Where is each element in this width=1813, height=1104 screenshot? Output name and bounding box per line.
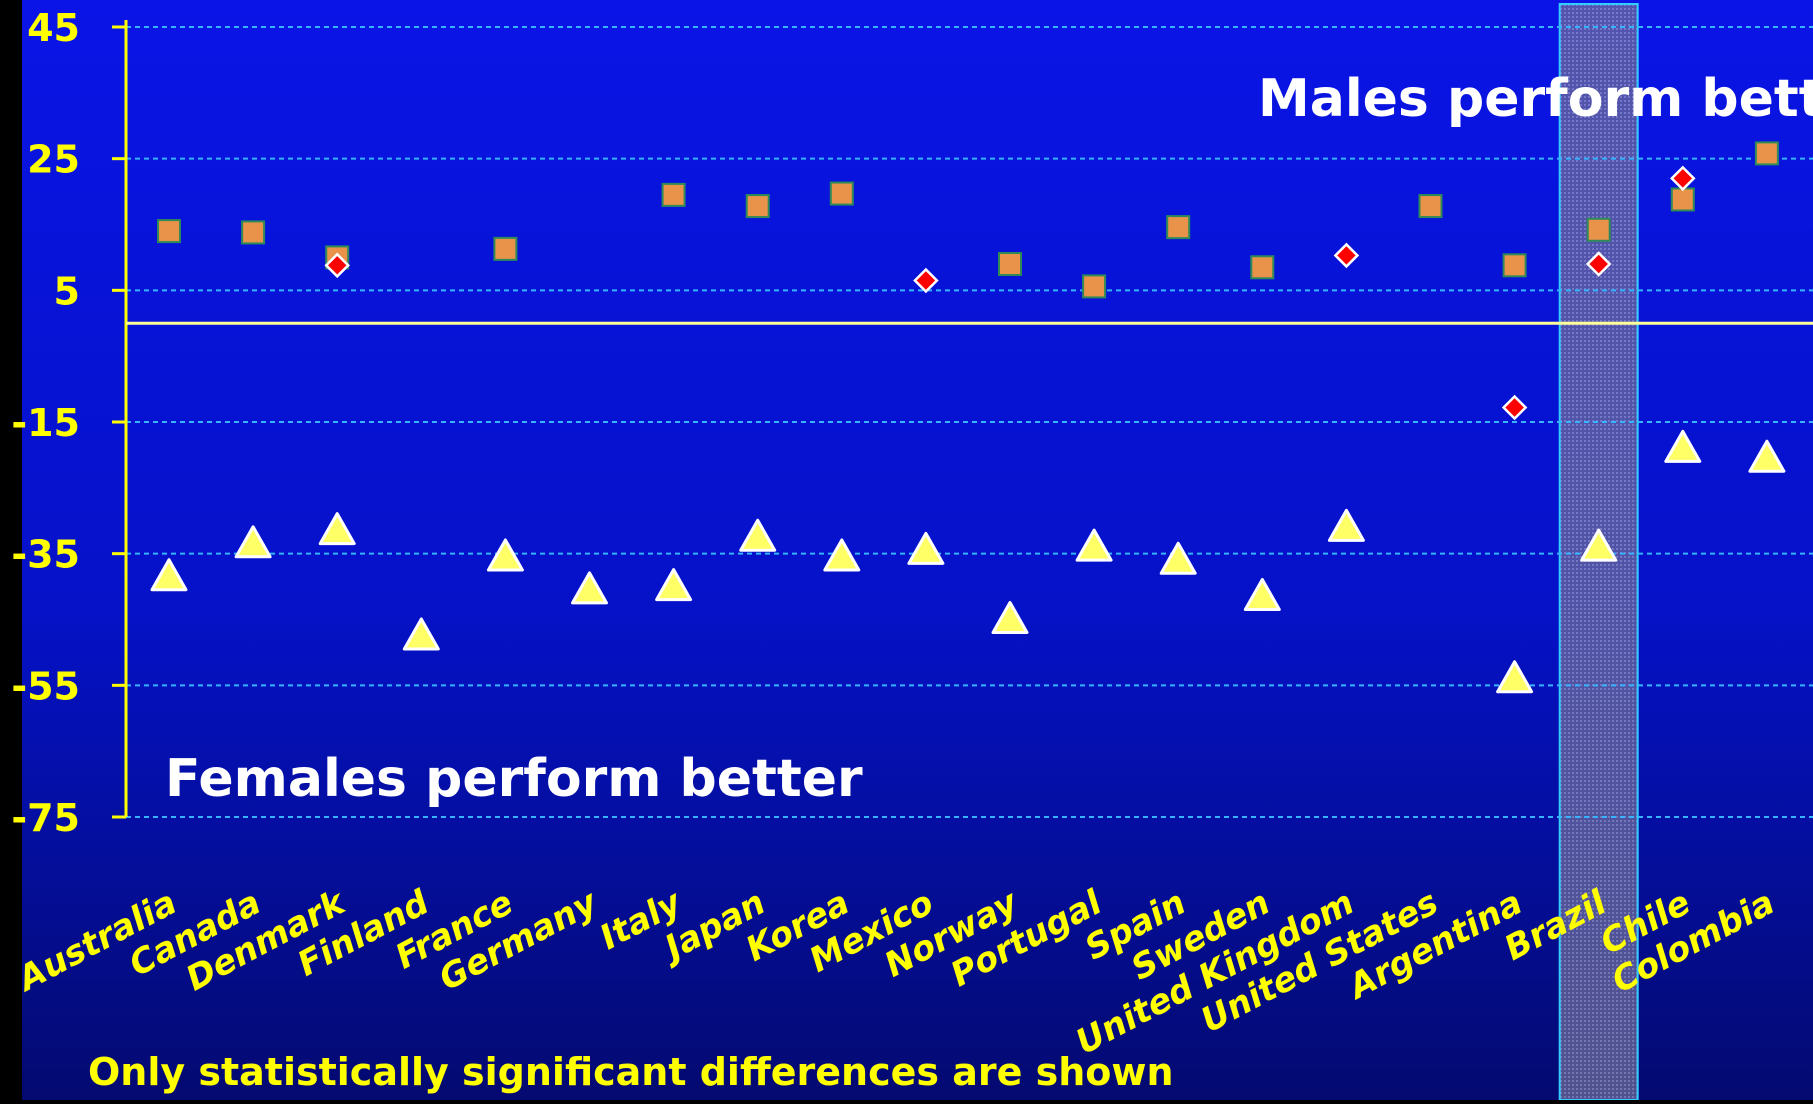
- square-point-italy: [661, 182, 686, 207]
- annotation-females: Females perform better: [165, 749, 863, 809]
- triangle-point-germany: [571, 571, 608, 605]
- y-tick-label: -55: [11, 664, 80, 708]
- square-point-argentina: [1502, 253, 1527, 278]
- triangle-point-argentina: [1496, 660, 1534, 694]
- square-point-france: [493, 236, 518, 261]
- diamond-point-chile: [1670, 165, 1696, 192]
- triangle-point-denmark: [318, 512, 356, 546]
- triangle-point-mexico: [907, 531, 945, 565]
- square-point-sweden: [1250, 255, 1275, 280]
- triangle-point-sweden: [1243, 577, 1281, 611]
- annotation-males: Males perform better: [1258, 69, 1813, 129]
- square-point-colombia: [1754, 141, 1779, 166]
- triangle-point-australia: [150, 558, 188, 592]
- triangle-point-portugal: [1075, 528, 1113, 562]
- triangle-point-finland: [402, 617, 440, 651]
- triangle-point-japan: [739, 518, 777, 552]
- y-tick-label: 5: [54, 269, 80, 313]
- triangle-point-chile: [1664, 429, 1702, 463]
- square-point-norway: [998, 252, 1022, 276]
- square-point-united-states: [1418, 194, 1443, 219]
- triangle-point-spain: [1159, 541, 1197, 575]
- y-tick-label: 25: [27, 138, 80, 182]
- triangle-point-colombia: [1748, 439, 1786, 473]
- triangle-point-united-kingdom: [1327, 508, 1365, 542]
- square-point-portugal: [1082, 274, 1107, 299]
- diamond-point-argentina: [1501, 394, 1528, 421]
- triangle-point-france: [486, 538, 524, 572]
- diamond-point-united-kingdom: [1333, 242, 1360, 269]
- footnote: Only statistically significant differenc…: [88, 1050, 1174, 1094]
- triangle-point-korea: [823, 538, 861, 572]
- triangle-point-brazil: [1580, 528, 1618, 562]
- square-point-korea: [829, 181, 854, 206]
- square-point-spain: [1166, 215, 1191, 240]
- y-tick-label: -15: [11, 401, 80, 445]
- y-tick-label: -35: [11, 533, 80, 577]
- y-tick-label: -75: [11, 796, 80, 840]
- square-point-brazil: [1586, 217, 1611, 242]
- square-point-canada: [241, 220, 266, 245]
- triangle-point-canada: [234, 525, 272, 559]
- triangle-point-italy: [655, 568, 693, 602]
- square-point-japan: [745, 194, 770, 219]
- diamond-point-mexico: [913, 267, 939, 294]
- diamond-point-brazil: [1585, 251, 1612, 277]
- y-tick-label: 45: [27, 6, 80, 50]
- square-point-australia: [157, 219, 181, 244]
- triangle-point-norway: [991, 601, 1029, 634]
- square-point-chile: [1670, 187, 1695, 212]
- diamond-point-denmark: [324, 252, 350, 279]
